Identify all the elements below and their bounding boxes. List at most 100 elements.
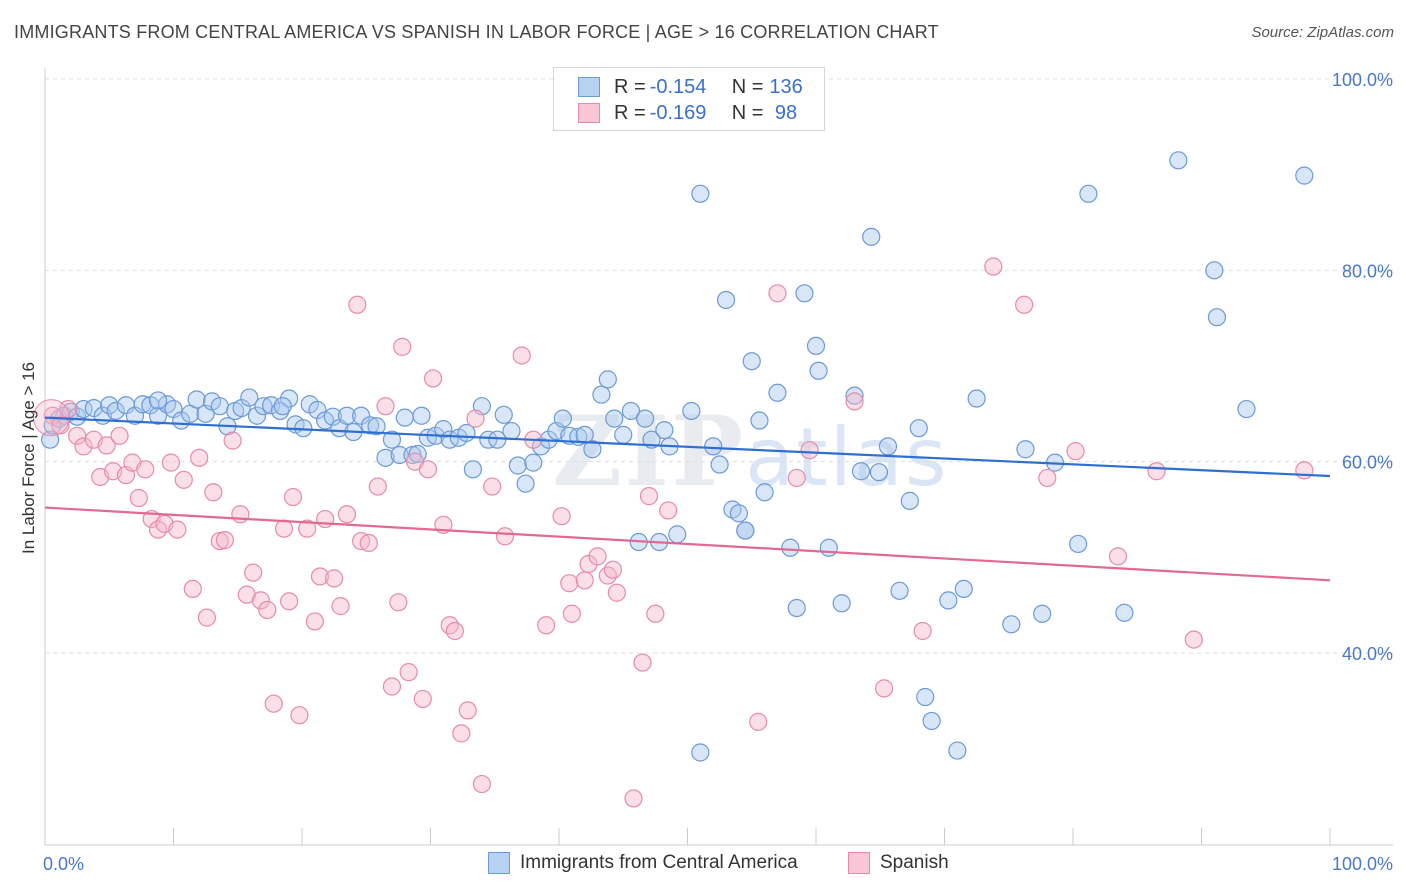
point-immigrants (1207, 308, 1227, 327)
y-axis-label: In Labor Force | Age > 16 (19, 362, 38, 554)
point-spanish (659, 501, 678, 520)
point-immigrants (755, 483, 774, 502)
point-spanish (913, 621, 932, 641)
point-immigrants (845, 386, 864, 405)
axis-layer (44, 68, 1393, 846)
point-immigrants (434, 420, 453, 439)
point-immigrants (605, 409, 624, 428)
point-immigrants (635, 409, 655, 428)
point-immigrants (900, 491, 919, 510)
point-immigrants (939, 591, 958, 610)
point-spanish (845, 392, 864, 411)
point-spanish (298, 519, 317, 538)
point-immigrants (323, 407, 342, 426)
point-immigrants (1115, 603, 1134, 622)
point-immigrants (922, 711, 941, 731)
point-immigrants (729, 504, 749, 523)
point-spanish (231, 505, 250, 524)
point-immigrants (704, 437, 723, 456)
y-tick-label: 80.0% (1342, 261, 1393, 281)
point-immigrants (1069, 534, 1088, 554)
point-spanish (440, 616, 459, 635)
point-spanish (603, 560, 623, 579)
label-layer: 40.0% 60.0% 80.0% 100.0% 0.0% 100.0% In Labor … (19, 70, 1393, 874)
x-tick-label: 0.0% (43, 854, 84, 874)
point-spanish (787, 468, 806, 488)
point-immigrants (809, 361, 828, 380)
point-spanish (110, 426, 129, 445)
point-spanish (348, 295, 367, 314)
point-spanish (598, 566, 617, 585)
point-spanish (393, 337, 412, 356)
point-spanish (1066, 442, 1085, 461)
point-immigrants (273, 397, 292, 416)
point-spanish (310, 567, 330, 586)
point-spanish (316, 509, 335, 529)
point-spanish (749, 712, 768, 731)
chart-title: IMMIGRANTS FROM CENTRAL AMERICA VS SPANI… (14, 22, 939, 42)
point-spanish (223, 431, 242, 450)
bottom-legend-spanish: Spanish (848, 852, 949, 874)
point-spanish (136, 460, 155, 479)
legend-n-value: 98 (769, 101, 798, 124)
y-tick-label: 60.0% (1342, 453, 1393, 473)
point-spanish (1147, 462, 1166, 481)
point-spanish (97, 436, 116, 455)
point-spanish (274, 519, 294, 538)
point-spanish (1295, 461, 1314, 480)
point-spanish (280, 592, 299, 611)
point-spanish (624, 789, 643, 808)
point-immigrants (1237, 399, 1256, 419)
point-immigrants (967, 389, 986, 408)
point-spanish (800, 441, 819, 460)
point-immigrants (494, 405, 513, 424)
point-immigrants (412, 406, 431, 425)
point-spanish (562, 604, 581, 623)
point-immigrants (390, 445, 409, 465)
point-spanish (639, 487, 659, 506)
point-immigrants (553, 409, 572, 428)
point-immigrants (516, 474, 535, 493)
series-spanish-points (32, 257, 1314, 808)
point-spanish (472, 774, 491, 794)
point-spanish (413, 689, 432, 709)
point-immigrants (862, 227, 881, 246)
point-spanish (283, 487, 303, 507)
point-immigrants (819, 538, 838, 557)
point-spanish (258, 600, 277, 620)
point-spanish (1108, 547, 1128, 566)
point-spanish (215, 531, 234, 550)
x-tick-label: 100.0% (1332, 854, 1393, 874)
point-immigrants (240, 388, 259, 407)
point-spanish (331, 597, 350, 616)
point-spanish (174, 470, 193, 489)
legend-r-value: -0.154 (649, 75, 707, 98)
point-spanish (190, 448, 209, 467)
point-immigrants (710, 455, 729, 474)
point-immigrants (508, 456, 527, 475)
point-spanish (161, 453, 181, 472)
point-immigrants (1079, 184, 1098, 203)
point-immigrants (376, 448, 395, 467)
point-spanish (875, 679, 894, 698)
point-immigrants (1002, 615, 1021, 634)
point-spanish (168, 520, 187, 539)
point-immigrants (395, 408, 414, 427)
point-spanish (74, 437, 93, 456)
point-immigrants (1205, 261, 1224, 280)
legend-n-value: 136 (769, 75, 803, 98)
point-spanish (495, 527, 515, 546)
point-immigrants (682, 401, 701, 421)
point-spanish (418, 460, 438, 479)
point-spanish (512, 346, 531, 365)
legend-r-label: R = (614, 75, 646, 98)
point-spanish (1038, 468, 1057, 488)
y-tick-label: 40.0% (1342, 644, 1393, 664)
point-immigrants (668, 525, 687, 544)
legend-n-label: N = (731, 101, 764, 124)
point-immigrants (382, 430, 402, 449)
point-spanish (399, 663, 418, 682)
legend-n-label: N = (731, 75, 764, 98)
point-immigrants (1295, 166, 1314, 185)
